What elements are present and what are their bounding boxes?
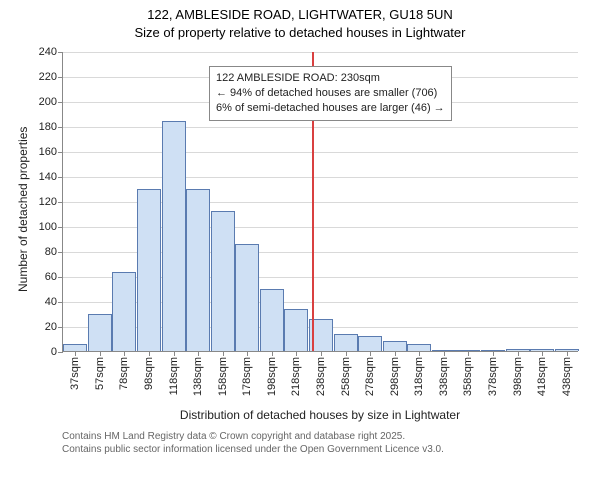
plot-area: 020406080100120140160180200220240 122 AM…	[62, 52, 578, 352]
xtick-mark	[174, 351, 175, 356]
title-line-2: Size of property relative to detached ho…	[0, 24, 600, 42]
xtick-label: 278sqm	[364, 357, 376, 396]
xtick-mark	[296, 351, 297, 356]
ytick-label: 200	[39, 96, 57, 108]
xtick-mark	[518, 351, 519, 356]
xtick-label: 238sqm	[315, 357, 327, 396]
xtick-mark	[444, 351, 445, 356]
xtick-mark	[223, 351, 224, 356]
xtick-mark	[272, 351, 273, 356]
histogram-bar	[358, 336, 382, 351]
histogram-bar	[162, 121, 186, 351]
x-axis-title: Distribution of detached houses by size …	[62, 408, 578, 422]
y-axis-title: Number of detached properties	[16, 127, 30, 292]
ytick-label: 140	[39, 171, 57, 183]
xtick-mark	[468, 351, 469, 356]
histogram-bar	[137, 189, 161, 352]
xtick-mark	[149, 351, 150, 356]
xtick-mark	[419, 351, 420, 356]
xtick-label: 258sqm	[340, 357, 352, 396]
chart-area: 0 20 40 60 80 100 120 140 160 180 200 220 240 122 AM…	[0, 42, 600, 462]
histogram-bar	[63, 344, 87, 352]
xtick-label: 178sqm	[241, 357, 253, 396]
xtick-label: 98sqm	[143, 357, 155, 390]
xtick-mark	[395, 351, 396, 356]
footer-attribution: Contains HM Land Registry data © Crown c…	[62, 430, 444, 456]
xtick-label: 398sqm	[512, 357, 524, 396]
histogram-bar	[284, 309, 308, 352]
xtick-mark	[493, 351, 494, 356]
xtick-label: 438sqm	[561, 357, 573, 396]
xtick-label: 118sqm	[168, 357, 180, 395]
ytick-label: 60	[45, 271, 57, 283]
xtick-label: 318sqm	[413, 357, 425, 396]
xtick-label: 138sqm	[192, 357, 204, 396]
ytick-label: 180	[39, 121, 57, 133]
ytick-label: 120	[39, 196, 57, 208]
xtick-label: 378sqm	[487, 357, 499, 396]
xtick-label: 57sqm	[94, 357, 106, 390]
xtick-mark	[100, 351, 101, 356]
ytick-label: 0	[51, 346, 57, 358]
histogram-bar	[186, 189, 210, 352]
ytick-label: 100	[39, 221, 57, 233]
xtick-label: 298sqm	[389, 357, 401, 396]
xtick-mark	[346, 351, 347, 356]
xtick-mark	[321, 351, 322, 356]
footer-line-1: Contains HM Land Registry data © Crown c…	[62, 430, 444, 443]
title-line-1: 122, AMBLESIDE ROAD, LIGHTWATER, GU18 5U…	[0, 6, 600, 24]
xtick-label: 358sqm	[462, 357, 474, 396]
annotation-line-1: 122 AMBLESIDE ROAD: 230sqm	[216, 71, 445, 86]
xtick-label: 338sqm	[438, 357, 450, 396]
xtick-label: 37sqm	[69, 357, 81, 390]
histogram-bar	[211, 211, 235, 351]
xtick-mark	[124, 351, 125, 356]
histogram-bar	[260, 289, 284, 352]
xtick-mark	[370, 351, 371, 356]
ytick-label: 20	[45, 321, 57, 333]
xtick-mark	[75, 351, 76, 356]
xtick-mark	[567, 351, 568, 356]
histogram-bar	[112, 272, 136, 351]
ytick-label: 40	[45, 296, 57, 308]
xtick-mark	[247, 351, 248, 356]
footer-line-2: Contains public sector information licen…	[62, 443, 444, 456]
ytick-mark	[58, 352, 63, 353]
histogram-bar	[235, 244, 259, 352]
annotation-line-3: 6% of semi-detached houses are larger (4…	[216, 101, 445, 116]
xtick-label: 198sqm	[266, 357, 278, 396]
xtick-label: 78sqm	[118, 357, 130, 390]
ytick-label: 160	[39, 146, 57, 158]
histogram-bar	[88, 314, 112, 352]
annotation-line-2: ← 94% of detached houses are smaller (70…	[216, 86, 445, 101]
xtick-label: 218sqm	[290, 357, 302, 396]
ytick-label: 220	[39, 71, 57, 83]
xtick-mark	[198, 351, 199, 356]
histogram-bar	[383, 341, 407, 351]
chart-title-block: 122, AMBLESIDE ROAD, LIGHTWATER, GU18 5U…	[0, 0, 600, 41]
xtick-label: 418sqm	[536, 357, 548, 396]
ytick-label: 80	[45, 246, 57, 258]
xtick-label: 158sqm	[217, 357, 229, 396]
ytick-label: 240	[39, 46, 57, 58]
xtick-mark	[542, 351, 543, 356]
histogram-bar	[334, 334, 358, 352]
annotation-box: 122 AMBLESIDE ROAD: 230sqm ← 94% of deta…	[209, 66, 452, 121]
histogram-bar	[407, 344, 431, 352]
